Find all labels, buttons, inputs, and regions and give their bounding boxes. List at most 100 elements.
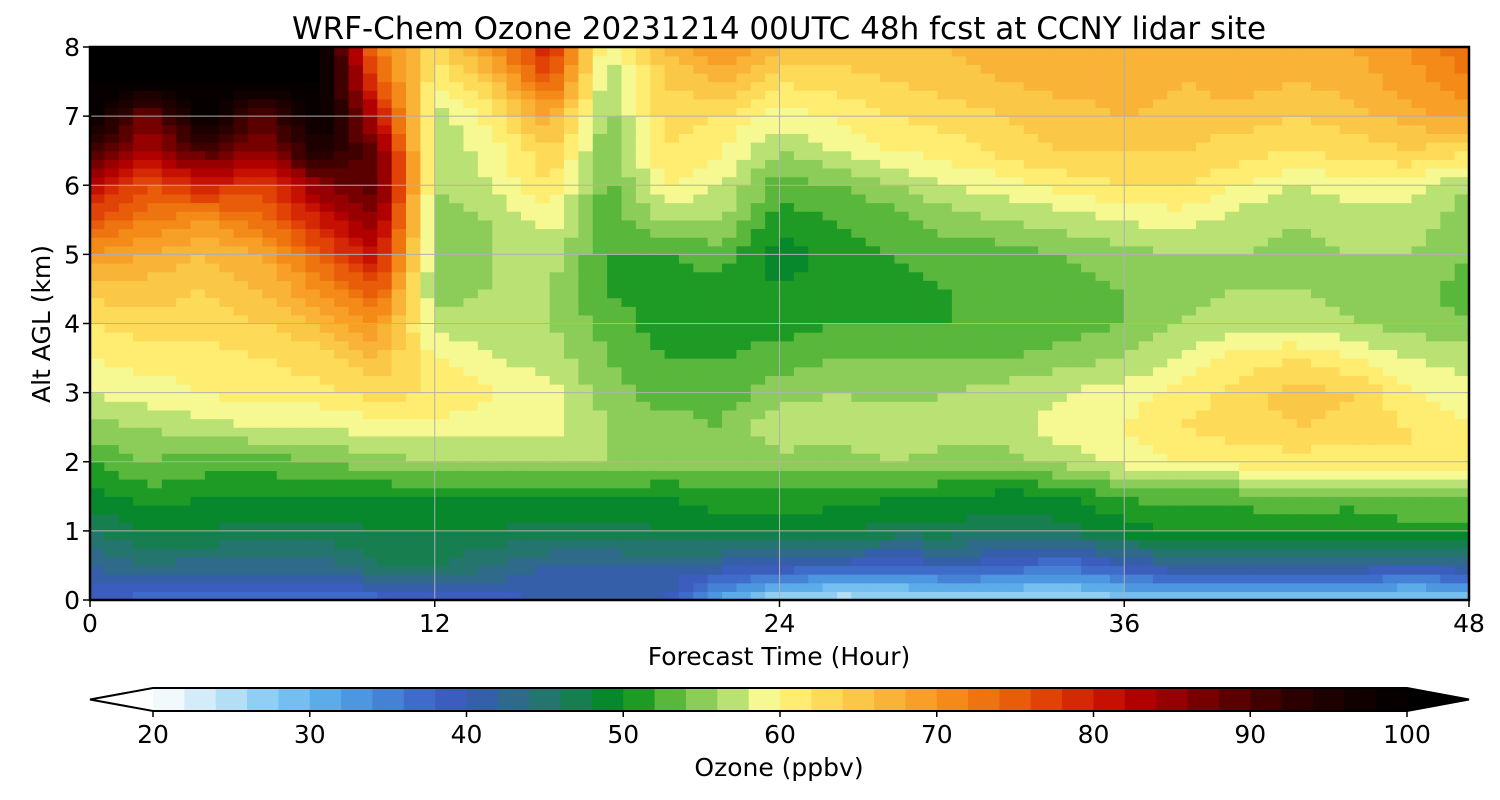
heatmap-cell <box>722 418 737 428</box>
heatmap-cell <box>578 271 594 281</box>
heatmap-cell <box>908 202 924 212</box>
heatmap-cell <box>1440 401 1456 411</box>
heatmap-cell <box>535 591 551 600</box>
heatmap-cell <box>406 574 421 584</box>
heatmap-cell <box>334 409 350 420</box>
heatmap-cell <box>1109 504 1125 515</box>
heatmap-cell <box>880 582 896 592</box>
heatmap-cell <box>477 237 493 247</box>
heatmap-cell <box>621 202 637 212</box>
heatmap-cell <box>334 496 350 506</box>
heatmap-cell <box>635 461 651 471</box>
heatmap-cell <box>1023 297 1039 307</box>
heatmap-cell <box>377 513 393 523</box>
heatmap-cell <box>678 228 694 238</box>
heatmap-cell <box>722 487 737 497</box>
heatmap-cell <box>1382 340 1398 351</box>
heatmap-cell <box>549 565 565 575</box>
heatmap-cell <box>1239 513 1255 523</box>
heatmap-cell <box>1425 263 1441 273</box>
heatmap-cell <box>693 470 709 480</box>
heatmap-cell <box>262 263 278 273</box>
heatmap-cell <box>1066 211 1082 221</box>
heatmap-cell <box>1454 496 1469 506</box>
heatmap-cell <box>248 401 263 411</box>
heatmap-cell <box>1339 435 1355 446</box>
heatmap-cell <box>736 150 752 160</box>
heatmap-cell <box>506 306 522 316</box>
heatmap-cell <box>607 263 623 273</box>
heatmap-cell <box>980 349 996 359</box>
heatmap-cell <box>894 159 910 169</box>
heatmap-cell <box>391 219 407 230</box>
heatmap-cell <box>994 427 1010 437</box>
heatmap-cell <box>434 435 450 446</box>
heatmap-cell <box>750 245 766 255</box>
heatmap-cell <box>520 219 536 230</box>
heatmap-cell <box>319 271 335 281</box>
heatmap-cell <box>449 435 465 446</box>
heatmap-cell <box>607 340 623 351</box>
heatmap-cell <box>1310 383 1326 394</box>
heatmap-cell <box>506 444 522 454</box>
heatmap-cell <box>1081 245 1097 255</box>
heatmap-cell <box>1397 574 1413 584</box>
heatmap-cell <box>836 167 852 178</box>
heatmap-cell <box>492 487 508 497</box>
heatmap-cell <box>377 263 393 273</box>
heatmap-cell <box>420 383 436 394</box>
heatmap-cell <box>190 176 206 186</box>
heatmap-cell <box>90 401 105 411</box>
heatmap-cell <box>1167 539 1183 549</box>
heatmap-cell <box>190 228 206 238</box>
heatmap-cell <box>1310 444 1326 454</box>
heatmap-cell <box>1095 358 1111 368</box>
heatmap-cell <box>1081 427 1097 437</box>
heatmap-cell <box>1066 548 1082 558</box>
heatmap-cell <box>836 427 852 437</box>
heatmap-cell <box>1023 522 1039 532</box>
heatmap-cell <box>420 409 436 420</box>
heatmap-cell <box>664 271 680 281</box>
heatmap-cell <box>650 513 666 523</box>
heatmap-cell <box>765 522 781 532</box>
heatmap-cell <box>1253 349 1269 359</box>
heatmap-cell <box>1052 392 1068 402</box>
heatmap-cell <box>176 167 192 178</box>
heatmap-cell <box>104 444 120 454</box>
heatmap-cell <box>664 358 680 368</box>
heatmap-cell <box>822 211 838 221</box>
heatmap-cell <box>851 202 867 212</box>
heatmap-cell <box>923 263 939 273</box>
heatmap-cell <box>1368 375 1384 385</box>
heatmap-cell <box>420 323 436 333</box>
heatmap-cell <box>463 453 479 463</box>
heatmap-cell <box>1009 263 1025 273</box>
heatmap-cell <box>1052 185 1068 195</box>
heatmap-cell <box>406 556 421 567</box>
heatmap-cell <box>133 150 149 160</box>
heatmap-cell <box>118 591 134 600</box>
heatmap-cell <box>118 444 134 454</box>
heatmap-cell <box>1081 263 1097 273</box>
heatmap-cell <box>520 323 536 333</box>
heatmap-cell <box>1239 565 1255 575</box>
heatmap-cell <box>305 245 321 255</box>
heatmap-cell <box>147 245 163 255</box>
heatmap-cell <box>980 332 996 342</box>
heatmap-cell <box>793 392 809 402</box>
heatmap-cell <box>1397 323 1413 333</box>
heatmap-cell <box>994 254 1010 264</box>
heatmap-cell <box>908 263 924 273</box>
heatmap-cell <box>1296 574 1312 584</box>
heatmap-cell <box>1210 444 1226 454</box>
heatmap-cell <box>765 219 781 230</box>
heatmap-cell <box>1095 237 1111 247</box>
heatmap-cell <box>1181 314 1197 325</box>
heatmap-cell <box>1109 366 1125 376</box>
heatmap-cell <box>1095 401 1111 411</box>
heatmap-cell <box>923 349 939 359</box>
heatmap-cell <box>506 522 522 532</box>
heatmap-cell <box>621 150 637 160</box>
heatmap-cell <box>276 219 292 230</box>
